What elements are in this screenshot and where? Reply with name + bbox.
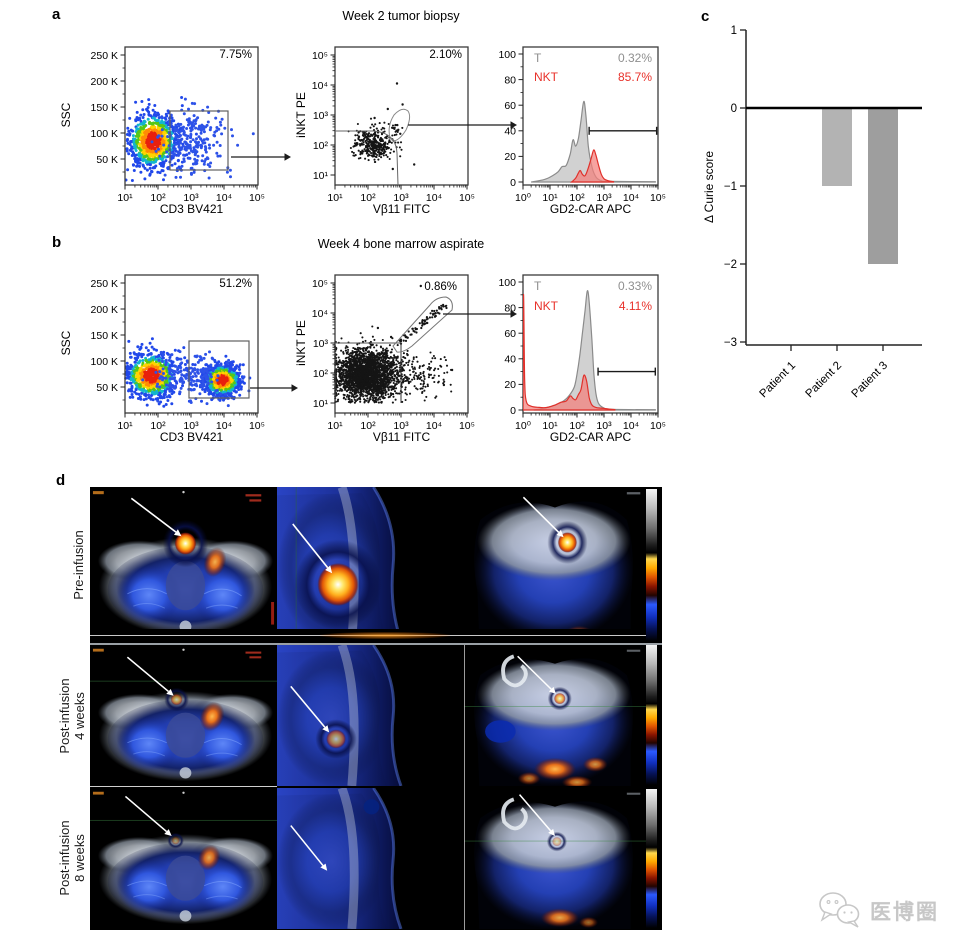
panel-a-ssc-gate-pct: 7.75% — [219, 49, 252, 61]
svg-text:10⁴: 10⁴ — [312, 80, 328, 92]
pre-infusion-text: Pre-infusion — [71, 530, 86, 600]
panel-b-ssc-ylabel: SSC — [59, 330, 73, 356]
panel-b-inkt-gate-pct: 0.86% — [424, 281, 457, 293]
dicom-bottom-strip — [90, 629, 646, 643]
panel-b-inkt-ylabel: iNKT PE — [294, 320, 308, 366]
panel-b-ssc-xlabel: CD3 BV421 — [159, 430, 224, 444]
panel-a-inkt-ylabel: iNKT PE — [294, 92, 308, 138]
pet-ct-panel-background — [90, 487, 662, 930]
panel-a-inkt-plot — [335, 47, 468, 185]
panel-b-hist-xlabel: GD2-CAR APC — [549, 430, 632, 444]
panel-b-inkt-plot — [335, 275, 468, 413]
svg-text:10²: 10² — [313, 140, 329, 152]
post-infusion-4w-line2: 4 weeks — [72, 692, 87, 740]
panel-b-ssc-gate-pct: 51.2% — [219, 278, 252, 290]
panel-a-legend-t-pct: 0.32% — [617, 51, 652, 65]
svg-text:100 K: 100 K — [91, 128, 118, 140]
svg-text:100 K: 100 K — [91, 356, 118, 368]
post-infusion-8w-line1: Post-infusion — [57, 820, 72, 896]
panel-a-inkt-gate-pct: 2.10% — [429, 49, 462, 61]
panel-a-legend-nkt: NKT — [534, 70, 558, 84]
svg-text:150 K: 150 K — [91, 330, 118, 342]
panel-b-ssc-plot — [125, 275, 258, 413]
panel-b-legend-t-pct: 0.33% — [617, 279, 652, 293]
panel-b-title: Week 4 bone marrow aspirate — [317, 237, 485, 251]
panel-b-label: b — [52, 234, 62, 251]
watermark-text: 医博圈 — [870, 901, 939, 924]
panel-a-label: a — [52, 6, 61, 23]
panel-b-legend-t: T — [534, 279, 542, 293]
pet-row-separator-2 — [90, 786, 277, 787]
pet-col-separator — [463, 645, 465, 930]
svg-text:50 K: 50 K — [96, 154, 118, 166]
watermark: 医博圈 — [818, 888, 968, 938]
svg-text:50 K: 50 K — [96, 382, 118, 394]
pet-row-label-post-8w: Post-infusion 8 weeks — [57, 788, 87, 928]
svg-text:150 K: 150 K — [91, 102, 118, 114]
panel-a-hist-xlabel: GD2-CAR APC — [549, 202, 632, 216]
panel-c-bar-chart — [740, 25, 930, 425]
panel-b-legend-nkt: NKT — [534, 299, 558, 313]
pet-color-scale-row3 — [646, 789, 657, 928]
wechat-icon — [819, 892, 860, 928]
panel-b-inkt-xlabel: Vβ11 FITC — [372, 430, 431, 444]
panel-d-label: d — [56, 472, 66, 489]
pet-row-separator-1 — [90, 643, 662, 645]
panel-b-hist-plot — [523, 275, 658, 413]
panel-c-label: c — [701, 8, 710, 25]
pet-color-scale-row1 — [646, 489, 657, 641]
svg-text:10⁵: 10⁵ — [312, 50, 328, 62]
svg-text:200 K: 200 K — [91, 76, 118, 88]
panel-c-ylabel: Δ Curie score — [702, 150, 716, 224]
panel-a-ssc-xlabel: CD3 BV421 — [159, 202, 224, 216]
panel-a-legend-nkt-pct: 85.7% — [617, 70, 652, 84]
post-infusion-4w-line1: Post-infusion — [57, 678, 72, 754]
svg-text:10³: 10³ — [313, 110, 329, 122]
svg-text:250 K: 250 K — [91, 50, 118, 62]
panel-a-legend-t: T — [534, 51, 542, 65]
pet-row-label-post-4w: Post-infusion 4 weeks — [57, 646, 87, 786]
panel-a-ssc-plot — [125, 47, 258, 185]
pet-color-scale-row2 — [646, 645, 657, 785]
panel-a-ssc-ylabel: SSC — [59, 102, 73, 128]
panel-a-inkt-xlabel: Vβ11 FITC — [372, 202, 431, 216]
svg-text:250 K: 250 K — [91, 278, 118, 290]
panel-b-legend-nkt-pct: 4.11% — [618, 299, 652, 313]
pet-row-label-pre-infusion: Pre-infusion — [71, 495, 87, 635]
svg-text:10¹: 10¹ — [313, 170, 329, 182]
panel-a-title: Week 2 tumor biopsy — [342, 9, 460, 23]
panel-a-hist-plot — [523, 47, 658, 185]
svg-text:200 K: 200 K — [91, 304, 118, 316]
post-infusion-8w-line2: 8 weeks — [72, 834, 87, 882]
